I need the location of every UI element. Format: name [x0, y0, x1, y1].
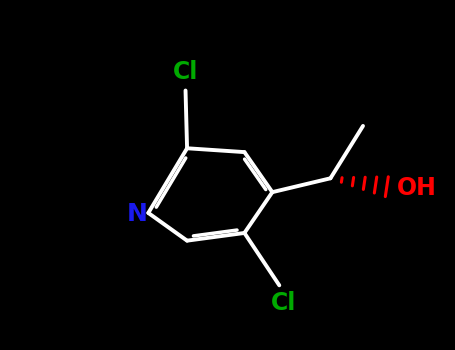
Text: Cl: Cl [173, 60, 198, 84]
Text: Cl: Cl [270, 292, 296, 315]
Text: N: N [127, 203, 148, 226]
Text: OH: OH [397, 176, 437, 199]
